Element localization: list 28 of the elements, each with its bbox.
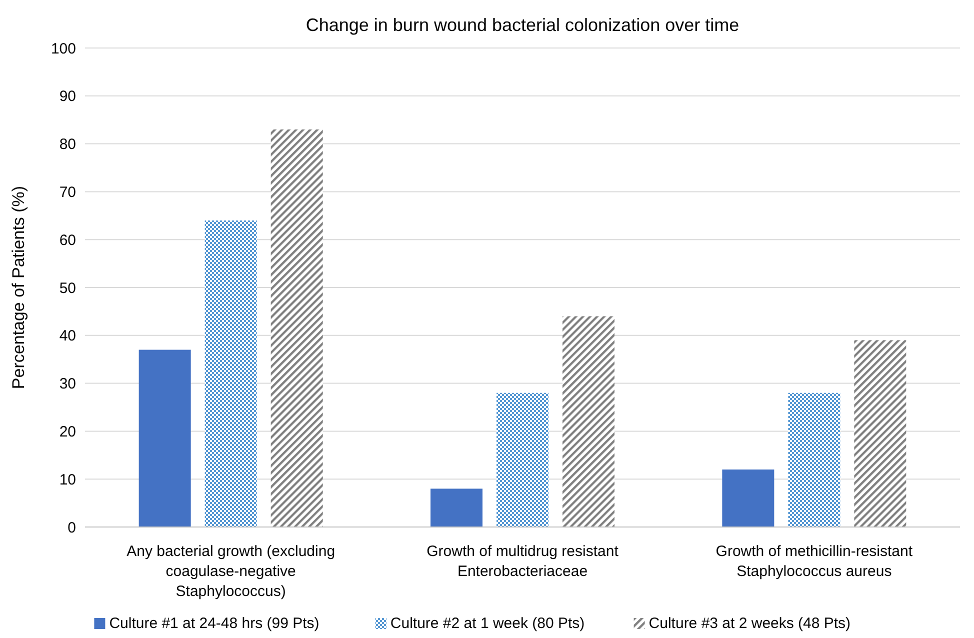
y-tick-label: 20 <box>59 423 76 440</box>
y-tick-label: 60 <box>59 232 76 249</box>
bar <box>430 488 482 527</box>
y-tick-label: 80 <box>59 136 76 154</box>
y-tick-label: 30 <box>59 376 76 393</box>
x-tick-label: Growth of multidrug resistant Enterobacteriaceae <box>426 543 620 580</box>
y-tick-label: 100 <box>50 40 76 58</box>
y-tick-label: 40 <box>59 328 76 345</box>
legend-label: Culture #1 at 24-48 hrs (99 Pts) <box>109 615 320 632</box>
y-axis-title: Percentage of Patients (%) <box>9 186 28 390</box>
y-tick-label: 90 <box>59 88 76 106</box>
bar <box>788 392 840 527</box>
y-tick-label: 10 <box>59 471 76 488</box>
bar <box>722 470 774 527</box>
x-tick-label: Growth of methicillin-resistant Staphylococcus aureus <box>716 543 914 580</box>
legend-label: Culture #3 at 2 weeks (48 Pts) <box>648 615 851 632</box>
y-tick-label: 0 <box>68 519 76 536</box>
bar <box>204 220 257 527</box>
y-tick-label: 50 <box>59 280 76 297</box>
bar <box>854 340 906 527</box>
bar <box>270 129 323 527</box>
chart-title: Change in burn wound bacterial colonization over time <box>306 15 740 35</box>
legend-label: Culture #2 at 1 week (80 Pts) <box>390 615 585 632</box>
bar <box>138 350 191 527</box>
y-tick-label: 70 <box>59 184 76 201</box>
x-tick-label: Any bacterial growth (excluding coagulase-negative Staphylococcus) <box>126 543 336 600</box>
bar <box>562 316 614 527</box>
bar <box>496 392 548 527</box>
